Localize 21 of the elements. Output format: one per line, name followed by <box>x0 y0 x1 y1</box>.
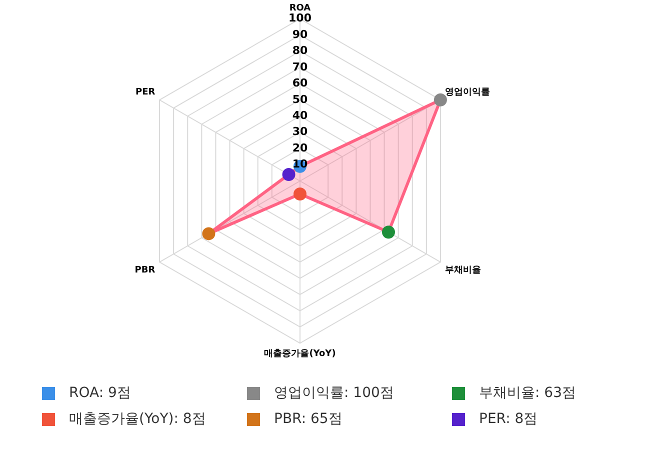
y-tick-label: 70 <box>292 60 308 74</box>
y-tick-label: 30 <box>292 125 308 138</box>
text: PBR: 65점 <box>274 410 342 428</box>
spoke-label: 매출증가율(YoY) <box>264 348 336 359</box>
text: PER: 8점 <box>479 410 538 428</box>
y-tick-label: 60 <box>292 76 308 90</box>
text: 부채비율: 63점 <box>479 384 576 402</box>
spoke-label: 영업이익률 <box>444 87 490 98</box>
y-tick-label: 20 <box>292 141 308 154</box>
text: ROA: 9점 <box>69 384 131 402</box>
spoke-label: ROA <box>289 4 311 14</box>
y-tick-label: 50 <box>292 92 308 106</box>
y-tick-label: 80 <box>292 44 308 58</box>
spoke-label: PER <box>136 87 156 98</box>
spoke-label: 부채비율 <box>444 265 481 276</box>
text: 매출증가율(YoY): 8점 <box>69 410 206 428</box>
y-tick-label: 100 <box>288 12 312 25</box>
y-tick-label: 40 <box>292 108 308 122</box>
text: 영업이익률: 100점 <box>274 384 394 402</box>
spoke-label: PBR <box>134 265 156 276</box>
y-tick-label: 90 <box>292 28 308 41</box>
